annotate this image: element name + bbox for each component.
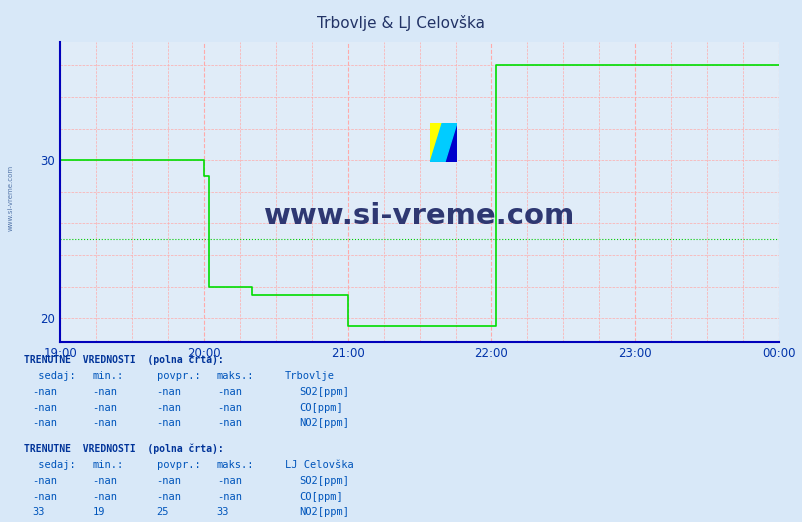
Text: -nan: -nan <box>32 419 57 429</box>
Text: -nan: -nan <box>32 492 57 502</box>
Text: TRENUTNE  VREDNOSTI  (polna črta):: TRENUTNE VREDNOSTI (polna črta): <box>24 443 224 454</box>
Text: 19: 19 <box>92 507 105 517</box>
Text: sedaj:: sedaj: <box>32 372 75 382</box>
Text: CO[ppm]: CO[ppm] <box>299 403 342 413</box>
Text: -nan: -nan <box>156 419 181 429</box>
Text: -nan: -nan <box>156 476 181 486</box>
Text: Trbovlje: Trbovlje <box>285 372 334 382</box>
Text: maks.:: maks.: <box>217 460 254 470</box>
Text: povpr.:: povpr.: <box>156 372 200 382</box>
Text: www.si-vreme.com: www.si-vreme.com <box>7 165 14 231</box>
Text: -nan: -nan <box>92 387 117 397</box>
Text: -nan: -nan <box>92 419 117 429</box>
Text: -nan: -nan <box>92 492 117 502</box>
Text: -nan: -nan <box>217 419 241 429</box>
Text: -nan: -nan <box>156 387 181 397</box>
Text: 33: 33 <box>217 507 229 517</box>
Text: -nan: -nan <box>32 403 57 413</box>
Text: maks.:: maks.: <box>217 372 254 382</box>
Text: 25: 25 <box>156 507 169 517</box>
Text: -nan: -nan <box>217 403 241 413</box>
Text: NO2[ppm]: NO2[ppm] <box>299 507 349 517</box>
Text: NO2[ppm]: NO2[ppm] <box>299 419 349 429</box>
Text: -nan: -nan <box>217 387 241 397</box>
Text: Trbovlje & LJ Celovška: Trbovlje & LJ Celovška <box>317 16 485 31</box>
Text: TRENUTNE  VREDNOSTI  (polna črta):: TRENUTNE VREDNOSTI (polna črta): <box>24 354 224 365</box>
Text: -nan: -nan <box>217 476 241 486</box>
Text: -nan: -nan <box>92 403 117 413</box>
Text: -nan: -nan <box>217 492 241 502</box>
Text: -nan: -nan <box>92 476 117 486</box>
Text: SO2[ppm]: SO2[ppm] <box>299 476 349 486</box>
Text: povpr.:: povpr.: <box>156 460 200 470</box>
Text: CO[ppm]: CO[ppm] <box>299 492 342 502</box>
Text: -nan: -nan <box>156 492 181 502</box>
Text: min.:: min.: <box>92 460 124 470</box>
Text: 33: 33 <box>32 507 45 517</box>
Text: LJ Celovška: LJ Celovška <box>285 460 354 470</box>
Text: min.:: min.: <box>92 372 124 382</box>
Text: -nan: -nan <box>156 403 181 413</box>
Text: -nan: -nan <box>32 476 57 486</box>
Text: www.si-vreme.com: www.si-vreme.com <box>264 202 574 230</box>
Polygon shape <box>430 123 456 162</box>
Text: SO2[ppm]: SO2[ppm] <box>299 387 349 397</box>
Text: -nan: -nan <box>32 387 57 397</box>
Text: sedaj:: sedaj: <box>32 460 75 470</box>
Polygon shape <box>430 123 456 162</box>
Polygon shape <box>430 123 456 162</box>
